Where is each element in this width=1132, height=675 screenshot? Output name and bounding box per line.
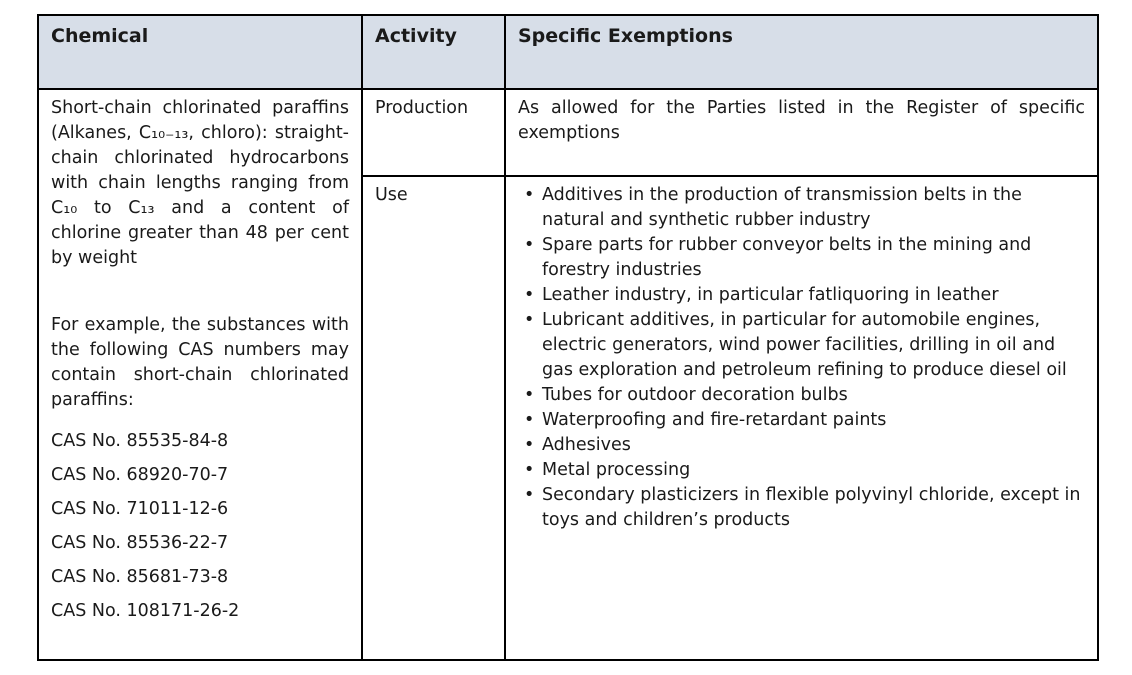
exemption-list-item: • Lubricant additives, in particular for… [518, 308, 1085, 383]
bullet-icon: • [524, 310, 535, 330]
exemption-list-item: • Leather industry, in particular fatliq… [518, 283, 1085, 308]
exemption-list-item: • Spare parts for rubber conveyor belts … [518, 233, 1085, 283]
exemption-text: Leather industry, in particular fatliquo… [542, 285, 999, 305]
chemical-example-intro: For example, the substances with the fol… [51, 315, 349, 410]
exemption-text: Adhesives [542, 435, 631, 455]
use-row: Use • Additives in the production of tra… [38, 175, 1099, 661]
exemption-text: Additives in the production of transmiss… [542, 185, 1022, 230]
exemptions-cell-use: • Additives in the production of transmi… [504, 175, 1099, 661]
exemption-list-item: • Adhesives [518, 433, 1085, 458]
chemical-cell: Short-chain chlorinated paraffins (Alkan… [37, 88, 363, 661]
chemical-description: Short-chain chlorinated paraffins (Alkan… [51, 98, 349, 268]
exemption-list-item: • Waterproofing and fire-retardant paint… [518, 408, 1085, 433]
exemption-list-item: • Metal processing [518, 458, 1085, 483]
column-header-specific-exemptions: Specific Exemptions [504, 14, 1099, 90]
exemptions-table-container: Chemical Activity Specific Exemptions Sh… [37, 14, 1099, 661]
cas-number: CAS No. 85535-84-8 [51, 431, 229, 451]
bullet-icon: • [524, 410, 535, 430]
bullet-icon: • [524, 235, 535, 255]
exemption-text: Waterproofing and fire-retardant paints [542, 410, 887, 430]
cas-number-list: CAS No. 85535-84-8 CAS No. 68920-70-7 CA… [51, 427, 349, 626]
activity-cell-production: Production [361, 88, 506, 177]
production-row: Short-chain chlorinated paraffins (Alkan… [37, 88, 1099, 661]
column-header-chemical: Chemical [37, 14, 363, 90]
bullet-icon: • [524, 485, 535, 505]
bullet-icon: • [524, 285, 535, 305]
exemption-text: Secondary plasticizers in flexible polyv… [542, 485, 1081, 530]
cas-number: CAS No. 108171-26-2 [51, 601, 240, 621]
cas-number: CAS No. 85536-22-7 [51, 533, 229, 553]
activity-cell-use: Use [361, 175, 506, 661]
bullet-icon: • [524, 435, 535, 455]
bullet-icon: • [524, 185, 535, 205]
header-row: Chemical Activity Specific Exemptions [37, 14, 1099, 90]
exemption-list-item: • Secondary plasticizers in flexible pol… [518, 483, 1085, 533]
cas-number: CAS No. 85681-73-8 [51, 567, 229, 587]
exemption-text: Metal processing [542, 460, 691, 480]
exemption-text: Spare parts for rubber conveyor belts in… [542, 235, 1032, 280]
bullet-icon: • [524, 460, 535, 480]
cas-number: CAS No. 68920-70-7 [51, 465, 229, 485]
exemption-list-item: • Tubes for outdoor decoration bulbs [518, 383, 1085, 408]
column-header-activity: Activity [361, 14, 506, 90]
exemption-text: Lubricant additives, in particular for a… [542, 310, 1067, 380]
production-exemption-text: As allowed for the Parties listed in the… [518, 98, 1085, 143]
exemptions-cell-production: As allowed for the Parties listed in the… [504, 88, 1099, 177]
exemption-list-item: • Additives in the production of transmi… [518, 183, 1085, 233]
exemptions-table: Chemical Activity Specific Exemptions Sh… [37, 14, 1099, 661]
cas-number: CAS No. 71011-12-6 [51, 499, 229, 519]
use-exemptions-list: • Additives in the production of transmi… [518, 183, 1085, 533]
bullet-icon: • [524, 385, 535, 405]
exemption-text: Tubes for outdoor decoration bulbs [542, 385, 848, 405]
